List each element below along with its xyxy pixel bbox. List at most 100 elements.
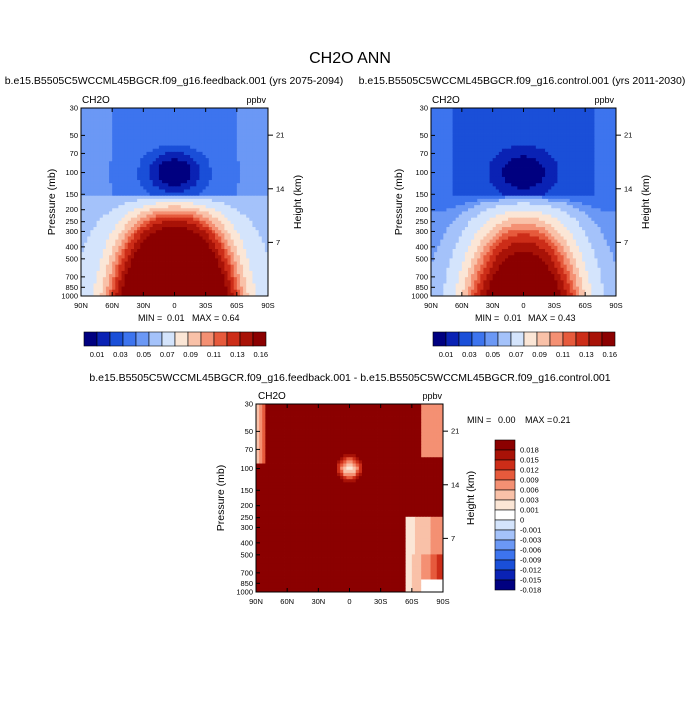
contour-cell [570,152,573,156]
contour-cell [218,142,222,146]
contour-cell [87,142,91,146]
contour-cell [237,202,241,206]
contour-cell [499,139,502,143]
contour-cell [171,117,175,121]
contour-cell [221,180,225,184]
contour-cell [125,271,129,275]
contour-cell [598,121,601,125]
contour-cell [240,142,244,146]
contour-cell [159,111,163,115]
contour-cell [256,205,260,209]
contour-cell [165,202,169,206]
contour-cell [212,149,216,153]
contour-cell [171,193,175,197]
contour-cell [212,199,216,203]
contour-cell [215,149,219,153]
contour-cell [218,233,222,237]
contour-cell [190,114,194,118]
contour-cell [153,180,157,184]
contour-cell [480,133,483,137]
contour-cell [209,139,213,143]
contour-cell [137,124,141,128]
contour-cell [237,177,241,181]
contour-cell [193,208,197,212]
contour-cell [517,124,520,128]
contour-cell [184,164,188,168]
contour-cell [231,193,235,197]
contour-cell [536,108,539,112]
contour-cell [112,277,116,281]
contour-cell [134,186,138,190]
contour-cell [81,117,85,121]
contour-cell [567,161,570,165]
contour-cell [224,161,228,165]
contour-cell [459,164,462,168]
contour-cell [175,124,179,128]
contour-cell [533,127,536,131]
contour-cell [106,196,110,200]
contour-cell [190,155,194,159]
contour-cell [168,164,172,168]
contour-cell [594,152,597,156]
contour-cell [456,124,459,128]
contour-cell [490,124,493,128]
contour-cell [190,183,194,187]
contour-cell [81,243,85,247]
contour-cell [193,218,197,222]
contour-cell [143,252,147,256]
contour-cell [212,246,216,250]
contour-cell [465,161,468,165]
contour-cell [483,139,486,143]
contour-cell [115,246,119,250]
stat-min-value: 0.01 [504,313,522,323]
contour-cell [431,133,434,137]
contour-cell [109,246,113,250]
contour-cell [122,227,126,231]
contour-cell [542,108,545,112]
contour-cell [520,171,523,175]
contour-cell [190,246,194,250]
contour-cell [203,177,207,181]
contour-cell [240,215,244,219]
contour-cell [115,233,119,237]
contour-cell [118,252,122,256]
contour-cell [131,193,135,197]
contour-cell [514,158,517,162]
contour-cell [215,280,219,284]
contour-cell [118,168,122,172]
contour-cell [187,196,191,200]
contour-cell [530,168,533,172]
contour-cell [533,142,536,146]
contour-cell [218,224,222,228]
contour-cell [93,180,97,184]
contour-cell [122,174,126,178]
contour-cell [100,186,104,190]
contour-cell [240,283,244,287]
contour-cell [122,189,126,193]
contour-cell [199,168,203,172]
contour-cell [468,117,471,121]
contour-cell [125,152,129,156]
contour-cell [252,146,256,150]
contour-cell [585,130,588,134]
colorbar-label: 0.16 [253,350,268,359]
contour-cell [256,262,260,266]
colorbar-swatch [227,332,240,346]
contour-cell [582,130,585,134]
contour-cell [511,121,514,125]
contour-cell [196,265,200,269]
contour-cell [215,240,219,244]
contour-cell [456,174,459,178]
contour-cell [122,236,126,240]
contour-cell [90,121,94,125]
contour-cell [252,193,256,197]
contour-cell [607,133,610,137]
contour-cell [93,155,97,159]
contour-cell [594,168,597,172]
contour-cell [545,152,548,156]
contour-cell [93,211,97,215]
contour-cell [567,121,570,125]
contour-cell [554,142,557,146]
contour-cell [573,108,576,112]
contour-cell [87,262,91,266]
